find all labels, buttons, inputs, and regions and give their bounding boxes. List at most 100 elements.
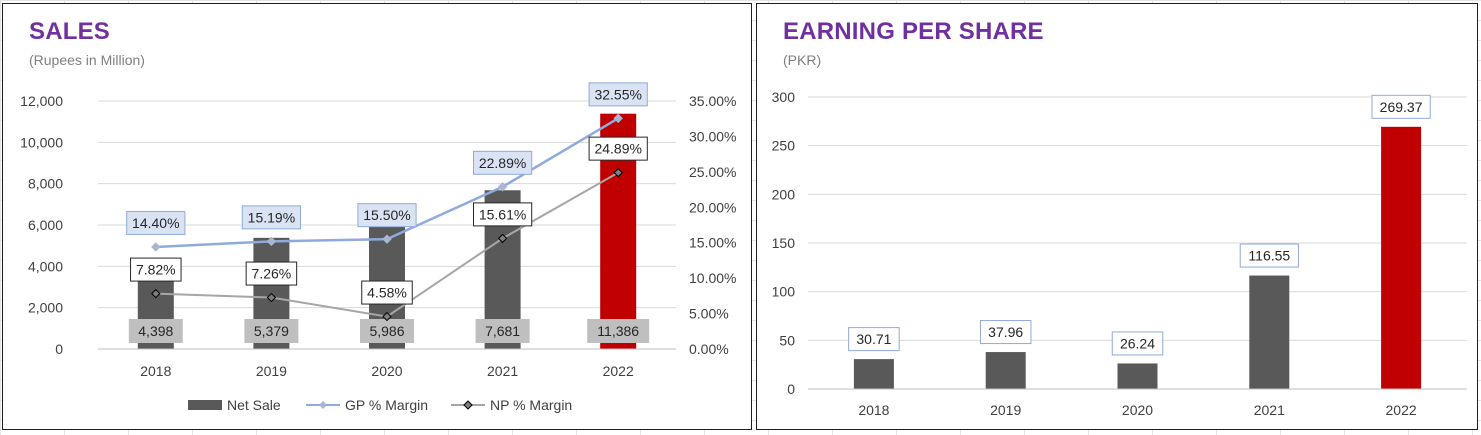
sales-chart-panel[interactable]: SALES (Rupees in Million) 12,000 10,000 8,… bbox=[2, 3, 752, 430]
sales-chart-title: SALES bbox=[29, 18, 111, 45]
gp-margin-label-2021-box bbox=[473, 150, 533, 175]
gp-margin-label-2021: 22.89% bbox=[473, 150, 533, 175]
eps-bar-2022 bbox=[1381, 126, 1422, 389]
np-margin-label-2021-box bbox=[473, 202, 533, 227]
eps-bar-label-2020: 26.24 bbox=[1111, 331, 1164, 356]
eps-y-tick-label: 300 bbox=[772, 89, 796, 105]
sales-y-tick-label: 6,000 bbox=[28, 217, 63, 233]
sales-y2-tick-label: 10.00% bbox=[689, 270, 736, 286]
eps-bar-label-2020-text: 26.24 bbox=[1120, 335, 1155, 351]
sales-bar-label-2019: 5,379 bbox=[244, 319, 299, 343]
np-margin-label-2022-box bbox=[588, 136, 648, 161]
legend-np-margin-marker bbox=[463, 400, 473, 410]
legend-net-sale-swatch bbox=[188, 400, 222, 410]
sales-bar-label-2020: 5,986 bbox=[360, 319, 414, 343]
eps-bar-label-2019: 37.96 bbox=[979, 320, 1032, 345]
sales-bar-label-text: 7,681 bbox=[485, 323, 520, 339]
sales-y-tick-label: 8,000 bbox=[28, 176, 63, 192]
gp-margin-label-2021-text: 22.89% bbox=[479, 155, 526, 171]
eps-chart-title: EARNING PER SHARE bbox=[783, 18, 1044, 45]
gp-margin-point-2022 bbox=[613, 113, 623, 124]
gp-margin-point-2018 bbox=[151, 242, 161, 252]
gp-margin-label-2020: 15.50% bbox=[357, 203, 417, 228]
gp-margin-label-2018-text: 14.40% bbox=[132, 215, 179, 231]
sales-legend: Net Sale GP % Margin NP % Margin bbox=[188, 397, 572, 413]
sales-y-tick-label: 10,000 bbox=[20, 134, 63, 150]
eps-x-tick-label: 2018 bbox=[858, 402, 889, 418]
legend-gp-margin-label: GP % Margin bbox=[345, 397, 428, 413]
np-margin-label-2018-text: 7.82% bbox=[136, 262, 176, 278]
eps-x-tick-label: 2021 bbox=[1254, 402, 1285, 418]
sales-bar-label-box bbox=[587, 319, 650, 343]
legend-net-sale-label: Net Sale bbox=[227, 397, 281, 413]
sales-x-tick-label: 2019 bbox=[256, 363, 287, 379]
sales-bar-label-2018: 4,398 bbox=[128, 319, 183, 343]
legend-np-margin-label: NP % Margin bbox=[490, 397, 572, 413]
np-margin-label-2018-box bbox=[130, 257, 182, 282]
np-margin-label-2020-text: 4.58% bbox=[367, 285, 407, 301]
eps-bar-label-2021: 116.55 bbox=[1239, 243, 1299, 268]
eps-bar-label-2018: 30.71 bbox=[848, 327, 900, 352]
np-margin-label-2018: 7.82% bbox=[130, 257, 182, 282]
np-margin-point-2021 bbox=[497, 233, 508, 244]
eps-bar-2021 bbox=[1249, 275, 1290, 389]
np-margin-point-2019 bbox=[266, 292, 277, 303]
gp-margin-label-2019-box bbox=[241, 205, 302, 230]
legend-gp-margin-marker bbox=[319, 401, 327, 409]
np-margin-label-2019-box bbox=[245, 261, 298, 286]
sales-y-tick-label: 2,000 bbox=[28, 300, 63, 316]
eps-x-tick-label: 2019 bbox=[990, 402, 1021, 418]
eps-y-tick-label: 0 bbox=[787, 381, 795, 397]
sales-x-tick-label: 2022 bbox=[603, 363, 634, 379]
eps-bar-label-2021-text: 116.55 bbox=[1248, 248, 1290, 264]
sales-x-tick-label: 2021 bbox=[487, 363, 518, 379]
sales-y-tick-label: 0 bbox=[55, 341, 63, 357]
np-margin-label-2020: 4.58% bbox=[361, 280, 413, 305]
eps-bar-label-2021-box bbox=[1239, 243, 1299, 268]
gp-margin-label-2019: 15.19% bbox=[241, 205, 302, 230]
sales-y-tick-label: 12,000 bbox=[20, 93, 63, 109]
gp-margin-label-2022-text: 32.55% bbox=[594, 86, 641, 102]
np-margin-label-2021: 15.61% bbox=[473, 202, 533, 227]
gp-margin-label-2020-text: 15.50% bbox=[363, 207, 410, 223]
eps-y-tick-label: 50 bbox=[779, 332, 795, 348]
eps-y-tick-label: 200 bbox=[772, 186, 796, 202]
sales-bar-label-box bbox=[475, 319, 530, 343]
sales-bar-label-box bbox=[128, 319, 183, 343]
sales-y2-tick-label: 0.00% bbox=[689, 341, 729, 357]
eps-y-tick-label: 100 bbox=[772, 284, 796, 300]
np-margin-label-2021-text: 15.61% bbox=[479, 206, 526, 222]
eps-x-tick-label: 2022 bbox=[1386, 402, 1417, 418]
gp-margin-point-2020 bbox=[382, 234, 392, 244]
np-margin-point-2018 bbox=[151, 288, 161, 299]
gp-margin-point-2021 bbox=[497, 182, 508, 192]
sales-bar-label-text: 5,986 bbox=[369, 323, 404, 339]
sales-bar-label-text: 4,398 bbox=[138, 323, 173, 339]
eps-bar-2020 bbox=[1117, 363, 1158, 389]
np-margin-label-2020-box bbox=[361, 280, 413, 305]
sales-y-tick-label: 4,000 bbox=[28, 258, 63, 274]
eps-chart-subtitle: (PKR) bbox=[783, 52, 822, 68]
eps-chart-panel[interactable]: EARNING PER SHARE (PKR) 300 250 200 150 100 5… bbox=[756, 3, 1478, 430]
sales-bar-label-box bbox=[244, 319, 299, 343]
eps-bar-label-2018-text: 30.71 bbox=[856, 331, 891, 347]
eps-bar-2018 bbox=[853, 359, 894, 389]
eps-bar-label-2022-text: 269.37 bbox=[1380, 99, 1423, 115]
np-margin-point-2020 bbox=[382, 311, 392, 322]
eps-bar-label-2022: 269.37 bbox=[1371, 94, 1431, 119]
gp-margin-label-2022: 32.55% bbox=[588, 82, 648, 107]
gp-margin-point-2019 bbox=[266, 236, 277, 247]
eps-chart-plot: 300 250 200 150 100 50 0 30.71 37.96 26.24 116.55 2… bbox=[772, 89, 1467, 418]
eps-bar-label-2020-box bbox=[1111, 331, 1164, 356]
gp-margin-label-2020-box bbox=[357, 203, 417, 228]
sales-bar-label-box bbox=[360, 319, 414, 343]
sales-bar-label-2022: 11,386 bbox=[587, 319, 650, 343]
sales-y2-tick-label: 20.00% bbox=[689, 199, 736, 215]
eps-bar-label-2019-text: 37.96 bbox=[988, 324, 1023, 340]
eps-bar-label-2022-box bbox=[1371, 94, 1431, 119]
eps-y-tick-label: 250 bbox=[772, 138, 796, 154]
eps-bar-2019 bbox=[985, 352, 1026, 389]
sales-bar-label-2021: 7,681 bbox=[475, 319, 530, 343]
sales-y2-tick-label: 30.00% bbox=[689, 128, 736, 144]
sales-y2-tick-label: 35.00% bbox=[689, 93, 736, 109]
